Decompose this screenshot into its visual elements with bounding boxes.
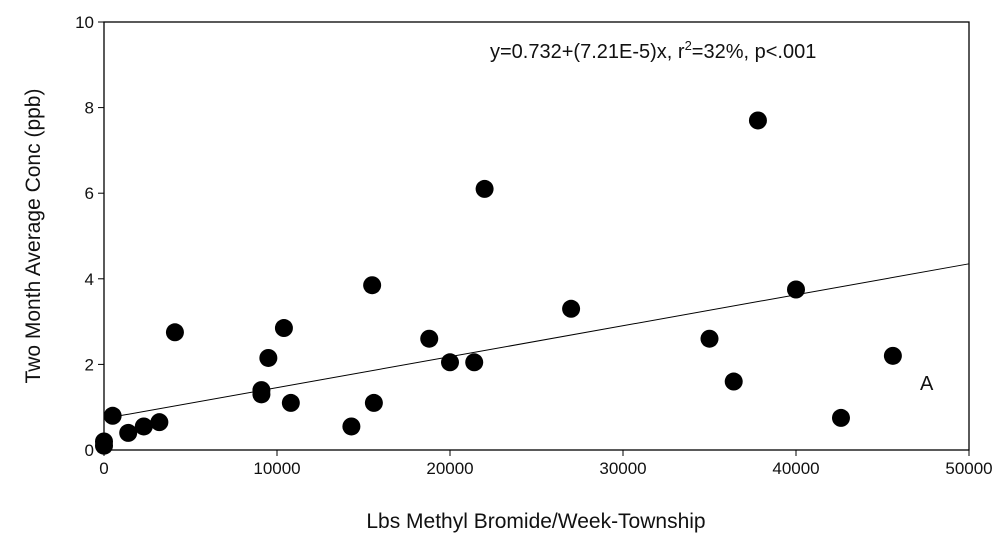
data-point bbox=[724, 372, 743, 391]
y-axis-title: Two Month Average Conc (ppb) bbox=[22, 89, 45, 384]
data-point bbox=[441, 353, 459, 372]
data-point bbox=[252, 381, 271, 400]
plot-frame bbox=[103, 21, 970, 451]
x-tick-label: 0 bbox=[99, 459, 108, 478]
data-point bbox=[134, 417, 153, 436]
annotation-superscript: 2 bbox=[685, 38, 692, 53]
x-tick-label: 10000 bbox=[253, 459, 300, 478]
y-tick-label: 10 bbox=[75, 13, 94, 32]
data-point bbox=[787, 280, 805, 299]
y-tick-label: 6 bbox=[85, 184, 94, 203]
data-point bbox=[95, 432, 113, 451]
data-point bbox=[364, 393, 383, 412]
annotation-part: =32%, p<.001 bbox=[692, 41, 817, 63]
data-point bbox=[420, 329, 439, 348]
x-axis-title: Lbs Methyl Bromide/Week-Township bbox=[366, 510, 705, 533]
annotation-part: y=0.732+(7.21E-5)x, r bbox=[490, 41, 685, 63]
data-point bbox=[274, 319, 293, 338]
annotation: y=0.732+(7.21E-5)x, r2=32%, p<.001 bbox=[490, 38, 816, 63]
x-tick-label: 50000 bbox=[945, 459, 992, 478]
data-point bbox=[883, 346, 902, 365]
data-point bbox=[119, 423, 138, 442]
data-point bbox=[748, 111, 767, 130]
data-point bbox=[150, 413, 169, 432]
data-point bbox=[465, 353, 484, 372]
data-point bbox=[475, 179, 494, 198]
data-point bbox=[562, 299, 581, 318]
data-point bbox=[342, 417, 361, 436]
y-tick-label: 8 bbox=[85, 99, 94, 118]
y-tick-label: 0 bbox=[85, 441, 94, 460]
data-point bbox=[363, 276, 382, 295]
data-point bbox=[103, 406, 122, 425]
x-tick-label: 20000 bbox=[426, 459, 473, 478]
data-point bbox=[165, 323, 184, 342]
x-tick-label: 30000 bbox=[599, 459, 646, 478]
data-point bbox=[700, 329, 719, 348]
data-point bbox=[259, 348, 278, 367]
x-tick-label: 40000 bbox=[772, 459, 819, 478]
panel-label: A bbox=[920, 373, 934, 395]
data-point bbox=[831, 408, 850, 427]
trend-line bbox=[112, 263, 970, 418]
y-tick-label: 2 bbox=[85, 355, 94, 374]
y-tick-label: 4 bbox=[85, 270, 94, 289]
data-point bbox=[281, 393, 300, 412]
